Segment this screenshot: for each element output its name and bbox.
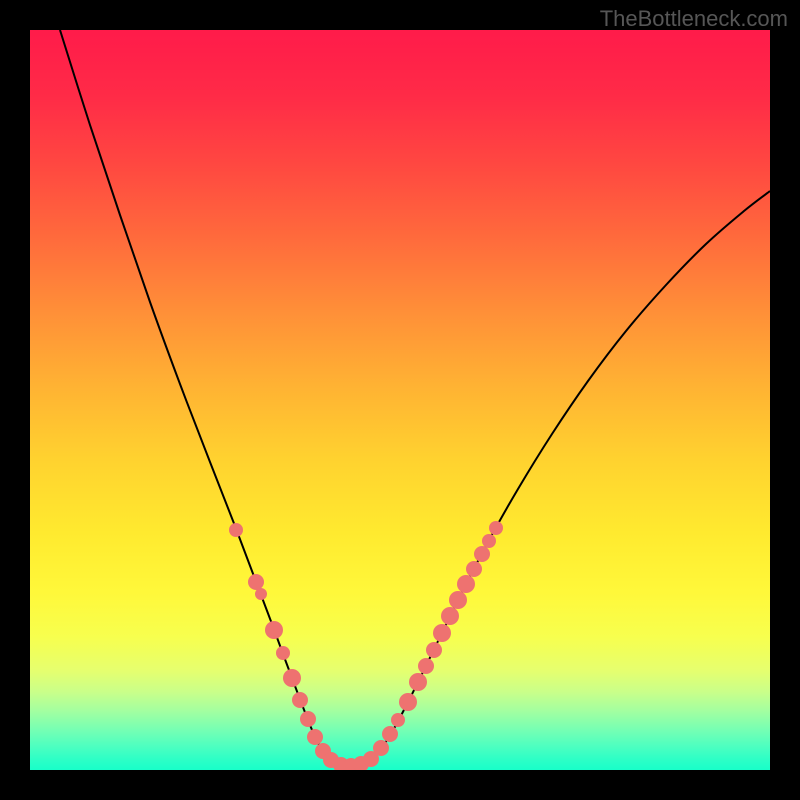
data-marker — [466, 561, 482, 577]
chart-frame: TheBottleneck.com — [0, 0, 800, 800]
chart-svg — [30, 30, 770, 770]
data-marker — [307, 729, 323, 745]
data-marker — [391, 713, 405, 727]
data-marker — [441, 607, 459, 625]
data-marker — [276, 646, 290, 660]
data-marker — [474, 546, 490, 562]
data-marker — [426, 642, 442, 658]
gradient-background — [30, 30, 770, 770]
data-marker — [265, 621, 283, 639]
data-marker — [489, 521, 503, 535]
data-marker — [248, 574, 264, 590]
data-marker — [457, 575, 475, 593]
data-marker — [229, 523, 243, 537]
data-marker — [399, 693, 417, 711]
data-marker — [418, 658, 434, 674]
data-marker — [433, 624, 451, 642]
data-marker — [373, 740, 389, 756]
data-marker — [283, 669, 301, 687]
watermark-text: TheBottleneck.com — [600, 6, 788, 32]
data-marker — [292, 692, 308, 708]
data-marker — [482, 534, 496, 548]
data-marker — [255, 588, 267, 600]
data-marker — [382, 726, 398, 742]
data-marker — [409, 673, 427, 691]
data-marker — [449, 591, 467, 609]
data-marker — [300, 711, 316, 727]
plot-area — [30, 30, 770, 770]
